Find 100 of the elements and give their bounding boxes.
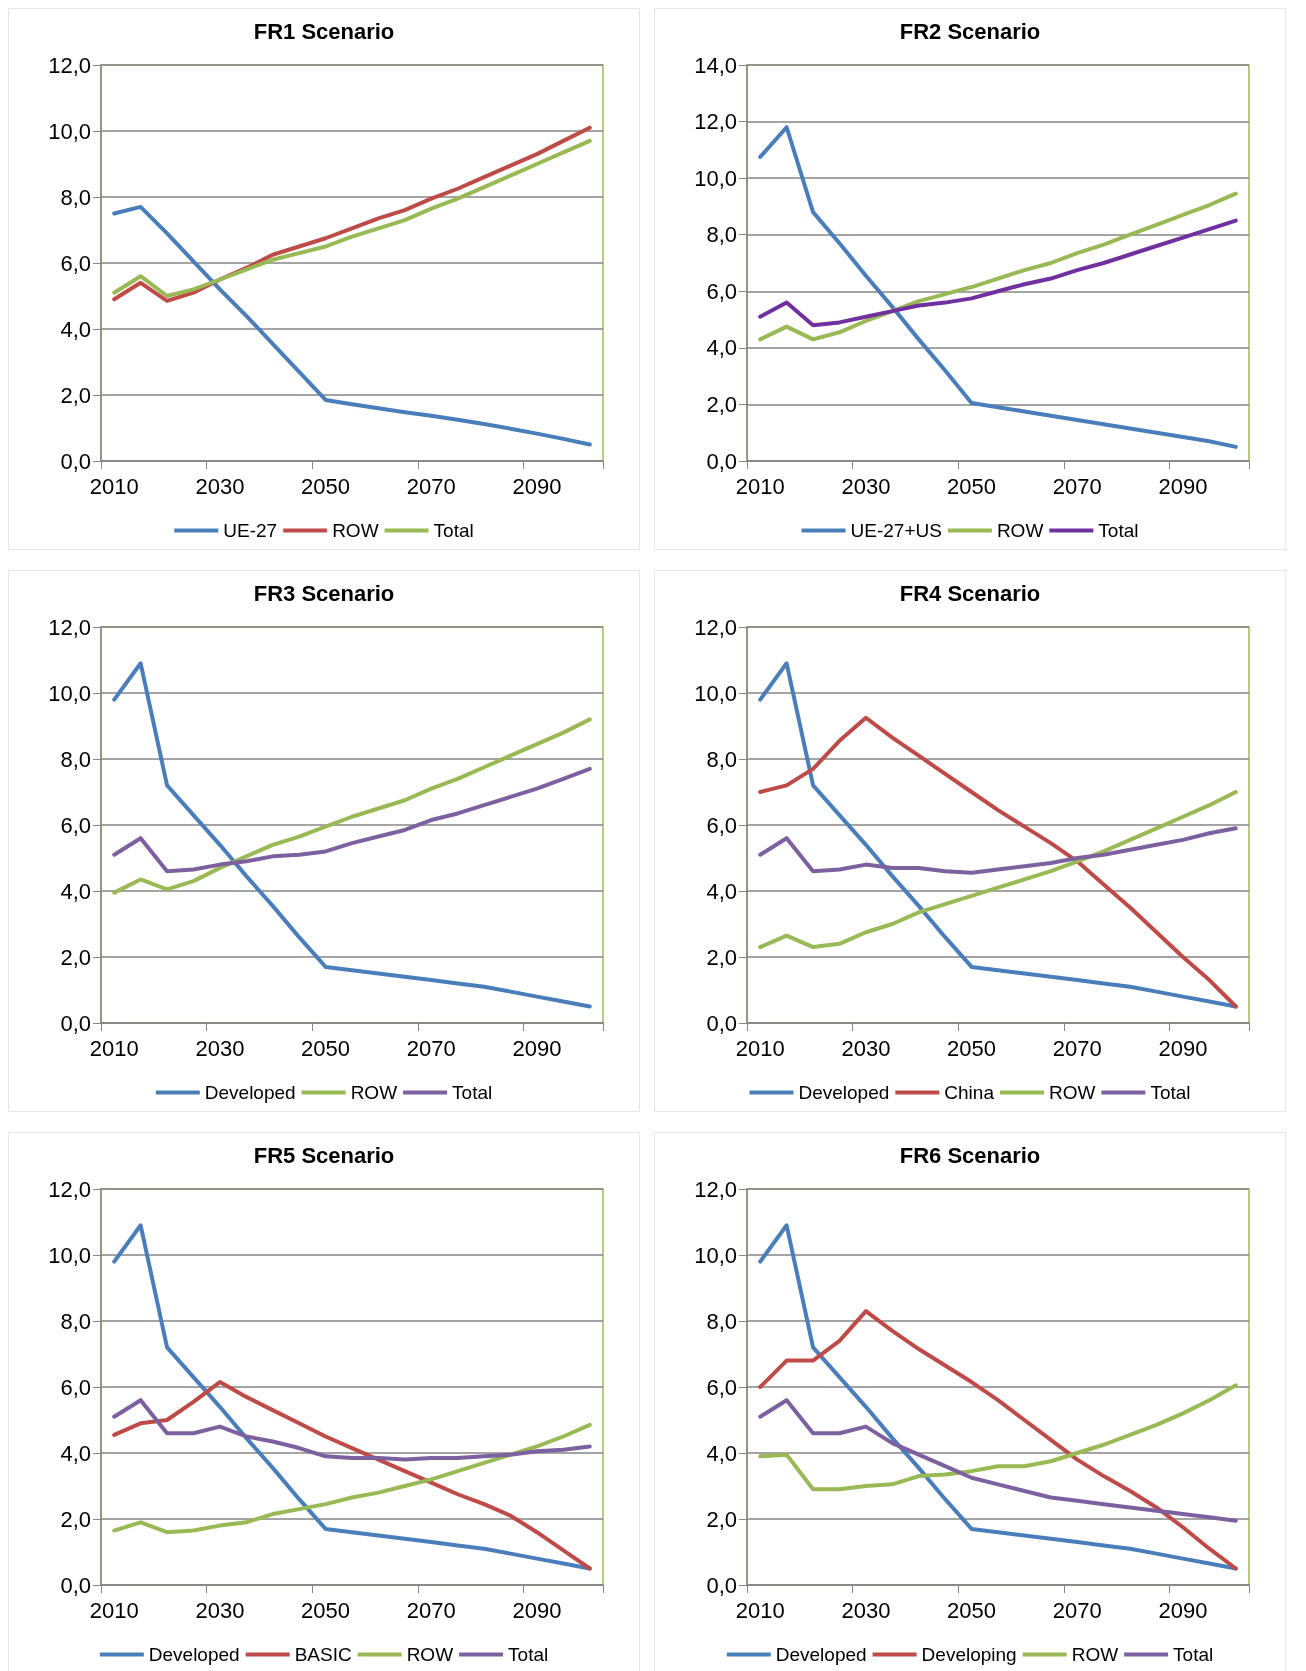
y-tick-label: 8,0	[706, 1308, 737, 1334]
y-tick-label: 8,0	[60, 746, 91, 772]
y-tick-label: 6,0	[706, 278, 737, 304]
chart-title: FR4 Scenario	[899, 580, 1041, 606]
line-series	[758, 1398, 1238, 1523]
x-tick-label: 2010	[735, 1597, 785, 1623]
line-series	[112, 1398, 592, 1462]
y-tick-label: 4,0	[60, 316, 91, 342]
y-tick-label: 8,0	[60, 1308, 91, 1334]
y-tick-label: 10,0	[694, 680, 737, 706]
x-tick-label: 2030	[841, 1035, 891, 1061]
legend-label: UE-27	[223, 520, 278, 541]
y-tick-label: 14,0	[694, 52, 737, 78]
y-tick-label: 8,0	[706, 746, 737, 772]
legend-label: Total	[433, 520, 474, 541]
y-tick-label: 12,0	[48, 614, 91, 640]
line-series	[758, 826, 1238, 875]
x-tick-label: 2010	[735, 1035, 785, 1061]
x-tick-label: 2090	[512, 1597, 562, 1623]
legend-label: BASIC	[294, 1644, 352, 1665]
x-tick-label: 2030	[195, 473, 245, 499]
line-series	[112, 1422, 592, 1535]
x-tick-label: 2010	[89, 473, 139, 499]
y-tick-label: 8,0	[60, 184, 91, 210]
x-tick-label: 2010	[89, 1597, 139, 1623]
x-tick-label: 2090	[512, 1035, 562, 1061]
y-tick-label: 4,0	[706, 1440, 737, 1466]
y-tick-label: 4,0	[706, 878, 737, 904]
line-series	[758, 218, 1238, 328]
x-tick-label: 2070	[1052, 473, 1102, 499]
legend-label: ROW	[1048, 1082, 1096, 1103]
line-series	[112, 1380, 592, 1571]
x-tick-label: 2050	[947, 1597, 997, 1623]
line-series	[112, 717, 592, 895]
x-tick-label: 2010	[735, 473, 785, 499]
y-tick-label: 6,0	[706, 1374, 737, 1400]
legend-label: Developed	[798, 1082, 890, 1103]
legend-label: Total	[1098, 520, 1139, 541]
x-tick-label: 2090	[512, 473, 562, 499]
y-tick-label: 10,0	[48, 680, 91, 706]
y-tick-label: 2,0	[60, 1506, 91, 1532]
y-tick-label: 12,0	[694, 614, 737, 640]
y-tick-label: 12,0	[694, 109, 737, 135]
y-tick-label: 0,0	[706, 1572, 737, 1598]
legend-label: Total	[1150, 1082, 1191, 1103]
line-series	[112, 204, 592, 447]
line-series	[758, 1383, 1238, 1492]
y-tick-label: 0,0	[60, 1572, 91, 1598]
x-tick-label: 2090	[1158, 1597, 1208, 1623]
legend-label: Developed	[775, 1644, 867, 1665]
x-tick-label: 2090	[1158, 1035, 1208, 1061]
legend-label: Total	[508, 1644, 549, 1665]
legend-label: Total	[1173, 1644, 1214, 1665]
line-series	[758, 790, 1238, 950]
legend-label: Developing	[921, 1644, 1017, 1665]
y-tick-label: 10,0	[48, 118, 91, 144]
legend-label: Developed	[148, 1644, 240, 1665]
y-tick-label: 0,0	[60, 1010, 91, 1036]
legend-label: China	[944, 1082, 995, 1103]
legend-label: Total	[452, 1082, 493, 1103]
chart-title: FR3 Scenario	[253, 580, 395, 606]
y-tick-label: 2,0	[60, 382, 91, 408]
chart-title: FR5 Scenario	[253, 1142, 395, 1168]
x-tick-label: 2070	[1052, 1597, 1102, 1623]
legend-label: ROW	[406, 1644, 454, 1665]
y-tick-label: 4,0	[60, 1440, 91, 1466]
chart-title: FR2 Scenario	[899, 18, 1041, 44]
y-tick-label: 10,0	[694, 165, 737, 191]
y-tick-label: 10,0	[694, 1242, 737, 1268]
y-tick-label: 2,0	[706, 1506, 737, 1532]
chart-title: FR6 Scenario	[899, 1142, 1041, 1168]
x-tick-label: 2030	[195, 1035, 245, 1061]
line-series	[112, 766, 592, 874]
y-tick-label: 12,0	[48, 1176, 91, 1202]
x-tick-label: 2050	[301, 473, 351, 499]
y-tick-label: 0,0	[706, 1010, 737, 1036]
y-tick-label: 6,0	[706, 812, 737, 838]
legend-label: UE-27+US	[850, 520, 942, 541]
x-tick-label: 2030	[195, 1597, 245, 1623]
line-series	[758, 715, 1238, 1009]
y-tick-label: 4,0	[60, 878, 91, 904]
x-tick-label: 2050	[947, 473, 997, 499]
x-tick-label: 2050	[947, 1035, 997, 1061]
x-tick-label: 2070	[406, 1035, 456, 1061]
legend-label: ROW	[350, 1082, 398, 1103]
y-tick-label: 8,0	[706, 222, 737, 248]
x-tick-label: 2070	[406, 1597, 456, 1623]
x-tick-label: 2030	[841, 473, 891, 499]
legend-label: ROW	[332, 520, 379, 541]
line-series	[758, 191, 1238, 342]
line-series	[758, 125, 1238, 449]
y-tick-label: 12,0	[694, 1176, 737, 1202]
y-tick-label: 12,0	[48, 52, 91, 78]
x-tick-label: 2030	[841, 1597, 891, 1623]
x-tick-label: 2090	[1158, 473, 1208, 499]
y-tick-label: 2,0	[60, 944, 91, 970]
legend-label: ROW	[1071, 1644, 1119, 1665]
y-tick-label: 2,0	[706, 391, 737, 417]
y-tick-label: 10,0	[48, 1242, 91, 1268]
line-series	[758, 1309, 1238, 1571]
